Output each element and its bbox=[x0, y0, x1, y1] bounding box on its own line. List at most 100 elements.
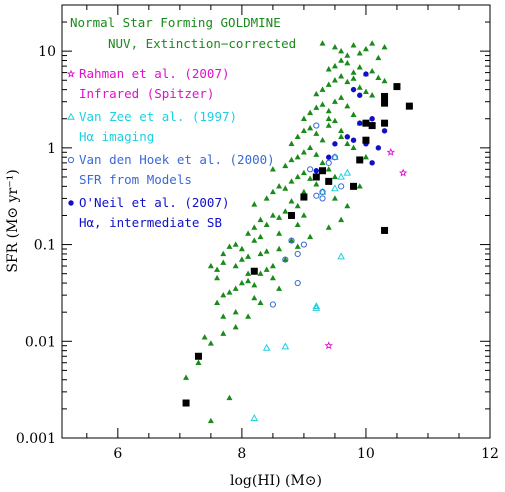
data-point bbox=[325, 177, 333, 185]
data-point bbox=[238, 279, 245, 286]
data-points bbox=[182, 40, 413, 424]
data-point bbox=[250, 267, 258, 275]
data-point bbox=[363, 71, 369, 77]
data-point bbox=[312, 173, 320, 181]
data-point bbox=[375, 54, 382, 61]
data-point bbox=[207, 262, 214, 269]
data-point bbox=[263, 248, 270, 254]
data-point bbox=[356, 64, 363, 70]
data-point bbox=[220, 250, 227, 257]
data-point bbox=[325, 81, 332, 87]
data-point bbox=[338, 216, 345, 223]
data-point bbox=[276, 245, 283, 252]
data-point bbox=[257, 270, 264, 276]
data-point bbox=[257, 250, 264, 257]
legend-entry-sublabel: Hα imaging bbox=[79, 129, 154, 144]
data-point bbox=[232, 323, 239, 330]
data-point bbox=[294, 154, 301, 160]
data-point bbox=[288, 156, 295, 163]
data-point bbox=[338, 183, 345, 190]
data-point bbox=[326, 154, 332, 160]
data-point bbox=[362, 88, 369, 94]
data-point bbox=[381, 77, 388, 84]
data-point bbox=[226, 289, 233, 295]
data-point bbox=[269, 212, 276, 218]
data-point bbox=[338, 73, 345, 79]
data-point bbox=[356, 84, 363, 90]
data-point bbox=[307, 166, 314, 173]
data-point bbox=[338, 57, 345, 63]
data-point bbox=[294, 202, 301, 209]
data-point bbox=[319, 40, 326, 46]
data-point bbox=[356, 156, 364, 164]
data-point bbox=[386, 147, 395, 156]
data-point bbox=[325, 66, 332, 72]
data-point bbox=[313, 168, 320, 174]
data-point bbox=[319, 137, 326, 143]
data-point bbox=[300, 169, 307, 176]
data-point bbox=[182, 399, 190, 407]
data-point bbox=[288, 140, 295, 147]
legend: Normal Star Forming GOLDMINE NUV, Extinct… bbox=[66, 15, 296, 230]
data-point bbox=[331, 62, 338, 69]
data-point bbox=[307, 175, 314, 181]
legend-entry-sublabel: Hα, intermediate SB bbox=[79, 215, 222, 230]
data-point bbox=[263, 221, 270, 228]
data-point bbox=[319, 159, 326, 166]
data-point bbox=[313, 104, 320, 110]
data-point bbox=[282, 256, 289, 263]
data-point bbox=[257, 233, 264, 240]
data-point bbox=[245, 313, 252, 319]
data-point bbox=[381, 226, 389, 234]
data-point bbox=[312, 303, 321, 311]
data-point bbox=[207, 340, 214, 346]
data-point bbox=[332, 141, 338, 147]
data-point bbox=[294, 221, 301, 228]
data-point bbox=[362, 136, 370, 144]
y-tick-label: 0.1 bbox=[34, 238, 56, 254]
data-point bbox=[338, 127, 345, 134]
data-point bbox=[331, 184, 339, 192]
tick-labels: 6 8 10 12 0.001 0.01 0.1 1 10 bbox=[16, 44, 499, 462]
data-point bbox=[276, 214, 283, 220]
data-point bbox=[344, 78, 351, 85]
data-point bbox=[232, 285, 239, 291]
data-point bbox=[313, 130, 320, 136]
data-point bbox=[282, 185, 289, 191]
data-point bbox=[201, 334, 208, 340]
data-point bbox=[398, 168, 408, 177]
data-point bbox=[245, 270, 252, 276]
data-point bbox=[220, 313, 227, 319]
data-point bbox=[226, 394, 233, 401]
data-point bbox=[344, 60, 351, 66]
data-point bbox=[313, 122, 320, 129]
data-point bbox=[338, 94, 345, 100]
data-point bbox=[331, 173, 338, 180]
data-point bbox=[350, 75, 357, 81]
data-point bbox=[307, 109, 314, 116]
data-point bbox=[281, 342, 290, 350]
data-point bbox=[350, 69, 357, 75]
data-point bbox=[282, 208, 289, 214]
data-point bbox=[300, 115, 307, 121]
legend-header-line-1: Normal Star Forming GOLDMINE bbox=[70, 15, 281, 30]
data-point bbox=[245, 277, 252, 284]
data-point bbox=[350, 42, 357, 48]
data-point bbox=[331, 98, 338, 104]
legend-entry-name: Van den Hoek et al. (2000) bbox=[79, 152, 275, 167]
data-point bbox=[313, 90, 320, 97]
data-point bbox=[226, 243, 233, 249]
data-point bbox=[381, 43, 388, 50]
data-point bbox=[356, 183, 363, 189]
data-point bbox=[357, 92, 363, 98]
data-point bbox=[238, 245, 245, 252]
data-point bbox=[350, 144, 357, 151]
data-point bbox=[307, 233, 314, 240]
data-point bbox=[375, 145, 382, 151]
data-point bbox=[344, 202, 351, 209]
data-point bbox=[331, 117, 338, 124]
data-point bbox=[362, 45, 369, 52]
x-tick-label: 10 bbox=[357, 446, 375, 462]
data-point bbox=[269, 166, 276, 172]
data-point bbox=[220, 330, 227, 336]
